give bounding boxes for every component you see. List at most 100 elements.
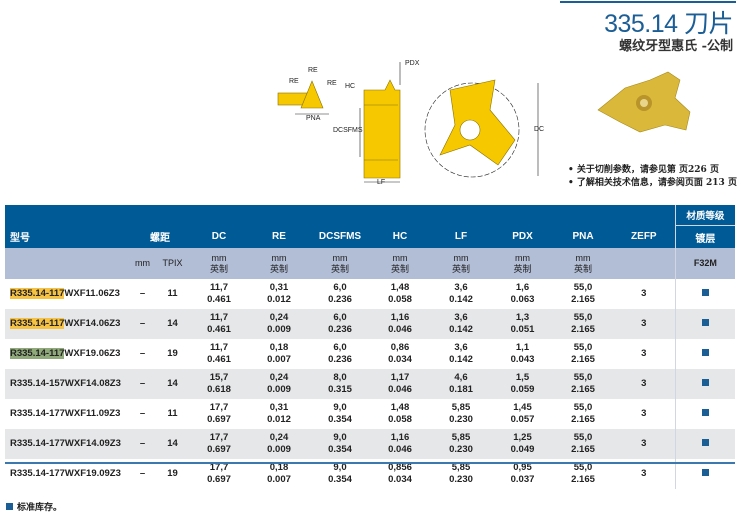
dc-inch: 0.461 <box>207 324 231 335</box>
model-suffix: R335.14-157WXF14.08Z3 <box>10 378 121 389</box>
tpix: 11 <box>167 288 178 299</box>
svg-text:DCSFMS: DCSFMS <box>333 127 363 134</box>
re-mm: 0,24 <box>269 432 289 443</box>
pna-mm: 55,0 <box>573 462 593 473</box>
pdx-inch: 0.059 <box>510 384 535 395</box>
lf-cell: 5,85 0.230 <box>430 429 492 459</box>
title-rule <box>560 1 736 3</box>
col-zefp: ZEFP <box>613 225 676 248</box>
stock-square-icon <box>701 349 709 356</box>
dcsfms-inch: 0.236 <box>328 324 352 335</box>
pna-inch: 2.165 <box>571 294 595 305</box>
pdx-mm: 1,6 <box>515 282 530 293</box>
hc-cell: 0,856 0.034 <box>370 459 430 489</box>
pdx-mm: 1,3 <box>515 312 530 323</box>
dc-inch: 0.697 <box>207 474 231 485</box>
dcsfms-mm: 6,0 <box>333 342 347 353</box>
unit-mm: mm <box>575 252 591 263</box>
pdx-inch: 0.057 <box>510 414 535 425</box>
zefp: 3 <box>613 369 676 399</box>
grade-name: F32M <box>674 248 736 279</box>
unit-mm: mm <box>515 252 530 263</box>
lf-inch: 0.142 <box>449 324 473 335</box>
pdx-cell: 1,25 0.049 <box>492 429 553 459</box>
unit-cell: mm 英制 <box>553 248 613 279</box>
lf-inch: 0.230 <box>449 414 473 425</box>
model-suffix: R335.14-177WXF19.09Z3 <box>10 468 121 479</box>
dc-mm: 15,7 <box>209 372 229 383</box>
pna-cell: 55,0 2.165 <box>553 429 613 459</box>
insert-diagrams: RE RE RE PNA PDX HC DCSFMS LF DC <box>277 60 691 186</box>
grade-header: 材质等级 <box>674 205 736 226</box>
model-suffix: WXF11.06Z3 <box>64 288 120 299</box>
pna-mm: 55,0 <box>573 372 593 383</box>
unit-cell: mm 英制 <box>310 248 370 279</box>
legend-text: 标准库存。 <box>17 503 63 513</box>
hc-cell: 1,48 0.058 <box>370 279 430 309</box>
col-pdx: PDX <box>492 225 553 248</box>
stock-square-icon <box>6 503 13 510</box>
pna-cell: 55,0 2.165 <box>553 369 613 399</box>
insert-photo <box>597 71 691 133</box>
model-cell: R335.14-157WXF14.08Z3 <box>5 369 130 399</box>
model-cell: R335.14-117WXF11.06Z3 <box>5 279 130 309</box>
pdx-inch: 0.051 <box>510 324 535 335</box>
page-title: 335.14 刀片 <box>604 10 733 38</box>
lf-cell: 5,85 0.230 <box>430 399 492 429</box>
model-suffix: R335.14-177WXF14.09Z3 <box>10 438 121 449</box>
hc-inch: 0.034 <box>388 354 412 365</box>
pna-cell: 55,0 2.165 <box>553 399 613 429</box>
svg-text:LF: LF <box>377 179 385 186</box>
pna-inch: 2.165 <box>571 444 595 455</box>
col-pitch: 螺距 <box>130 225 190 248</box>
col-model: 型号 <box>5 225 130 248</box>
hc-mm: 1,48 <box>390 402 410 413</box>
stock-cell <box>674 309 736 339</box>
stock-square-icon <box>701 319 709 326</box>
pdx-cell: 1,5 0.059 <box>492 369 553 399</box>
re-mm: 0,24 <box>269 312 289 323</box>
lf-mm: 5,85 <box>451 432 471 443</box>
hc-inch: 0.046 <box>388 444 412 455</box>
hc-inch: 0.046 <box>388 384 412 395</box>
re-inch: 0.007 <box>267 354 291 365</box>
zefp: 3 <box>641 288 647 299</box>
profile-diagram: RE RE RE PNA <box>277 67 337 122</box>
pitch-mm: – <box>139 288 146 299</box>
dc-cell: 11,7 0.461 <box>190 309 248 339</box>
model-cell: R335.14-117WXF14.06Z3 <box>5 309 130 339</box>
lf-inch: 0.230 <box>449 474 473 485</box>
col-dcsfms: DCSFMS <box>310 225 370 248</box>
coating-header: 镀层 <box>674 225 736 248</box>
pitch-mm: – <box>139 468 146 479</box>
tpix: 19 <box>167 468 178 479</box>
lf-inch: 0.181 <box>449 384 473 395</box>
col-re: RE <box>248 225 310 248</box>
hc-mm: 1,48 <box>390 282 410 293</box>
table-row: R335.14-157WXF14.08Z3–14 15,7 0.618 0,24 0.0… <box>5 369 736 399</box>
re-mm: 0,31 <box>269 282 289 293</box>
unit-mm: mm <box>453 252 469 263</box>
re-mm: 0,18 <box>269 342 289 353</box>
lf-cell: 3,6 0.142 <box>430 279 492 309</box>
re-inch: 0.012 <box>267 414 291 425</box>
model-suffix: R335.14-177WXF11.09Z3 <box>10 408 121 419</box>
re-cell: 0,24 0.009 <box>248 429 310 459</box>
dc-cell: 17,7 0.697 <box>190 429 248 459</box>
dcsfms-cell: 9,0 0.354 <box>310 399 370 429</box>
pdx-mm: 1,1 <box>515 342 530 353</box>
re-cell: 0,24 0.009 <box>248 309 310 339</box>
hc-mm: 0,856 <box>388 462 412 473</box>
stock-square-icon <box>701 469 709 476</box>
pitch-mm: – <box>139 408 146 419</box>
table-bottom-rule <box>5 462 735 464</box>
front-diagram: DC <box>424 79 544 178</box>
dc-cell: 17,7 0.697 <box>190 399 248 429</box>
pdx-mm: 0,95 <box>513 462 532 473</box>
pdx-mm: 1,5 <box>515 372 530 383</box>
dcsfms-inch: 0.354 <box>328 444 352 455</box>
hc-mm: 1,16 <box>390 312 410 323</box>
hc-mm: 1,16 <box>390 432 410 443</box>
unit-inch: 英制 <box>269 263 288 274</box>
note-cutting-data: 关于切削参数，请参见第 页226 页 <box>568 164 737 177</box>
